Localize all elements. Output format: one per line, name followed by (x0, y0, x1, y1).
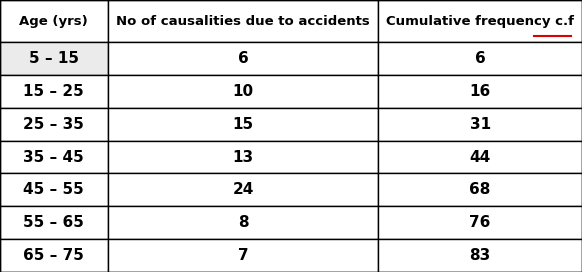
Text: Age (yrs): Age (yrs) (19, 15, 88, 27)
Bar (108, 108, 378, 141)
Text: 10: 10 (232, 84, 254, 99)
Text: 8: 8 (237, 215, 249, 230)
Bar (378, 0, 582, 42)
Text: 31: 31 (470, 117, 491, 132)
Text: 55 – 65: 55 – 65 (23, 215, 84, 230)
Text: 24: 24 (232, 183, 254, 197)
Text: 83: 83 (470, 248, 491, 263)
Text: 7: 7 (237, 248, 249, 263)
Bar (108, 239, 378, 272)
Text: 65 – 75: 65 – 75 (23, 248, 84, 263)
Text: 16: 16 (470, 84, 491, 99)
Text: 25 – 35: 25 – 35 (23, 117, 84, 132)
Text: Cumulative frequency c.f: Cumulative frequency c.f (386, 15, 574, 27)
Bar (0, 239, 108, 272)
Bar (108, 42, 378, 75)
Bar (378, 42, 582, 75)
Text: 45 – 55: 45 – 55 (23, 183, 84, 197)
Text: 76: 76 (470, 215, 491, 230)
Text: 44: 44 (470, 150, 491, 165)
Bar (378, 108, 582, 141)
Bar (378, 206, 582, 239)
Bar (0, 75, 108, 108)
Text: 15 – 25: 15 – 25 (23, 84, 84, 99)
Bar (0, 141, 108, 174)
Text: 35 – 45: 35 – 45 (23, 150, 84, 165)
Text: 68: 68 (470, 183, 491, 197)
Bar (378, 174, 582, 206)
Bar (0, 206, 108, 239)
Bar (0, 174, 108, 206)
Text: 15: 15 (232, 117, 254, 132)
Bar (378, 75, 582, 108)
Bar (108, 141, 378, 174)
Bar (378, 141, 582, 174)
Text: No of causalities due to accidents: No of causalities due to accidents (116, 15, 370, 27)
Text: 5 – 15: 5 – 15 (29, 51, 79, 66)
Bar (108, 206, 378, 239)
Text: 6: 6 (475, 51, 485, 66)
Bar (378, 239, 582, 272)
Bar (0, 108, 108, 141)
Bar (108, 174, 378, 206)
Bar (0, 0, 108, 42)
Text: 6: 6 (237, 51, 249, 66)
Bar (108, 75, 378, 108)
Text: 13: 13 (232, 150, 254, 165)
Bar (0, 42, 108, 75)
Bar (108, 0, 378, 42)
